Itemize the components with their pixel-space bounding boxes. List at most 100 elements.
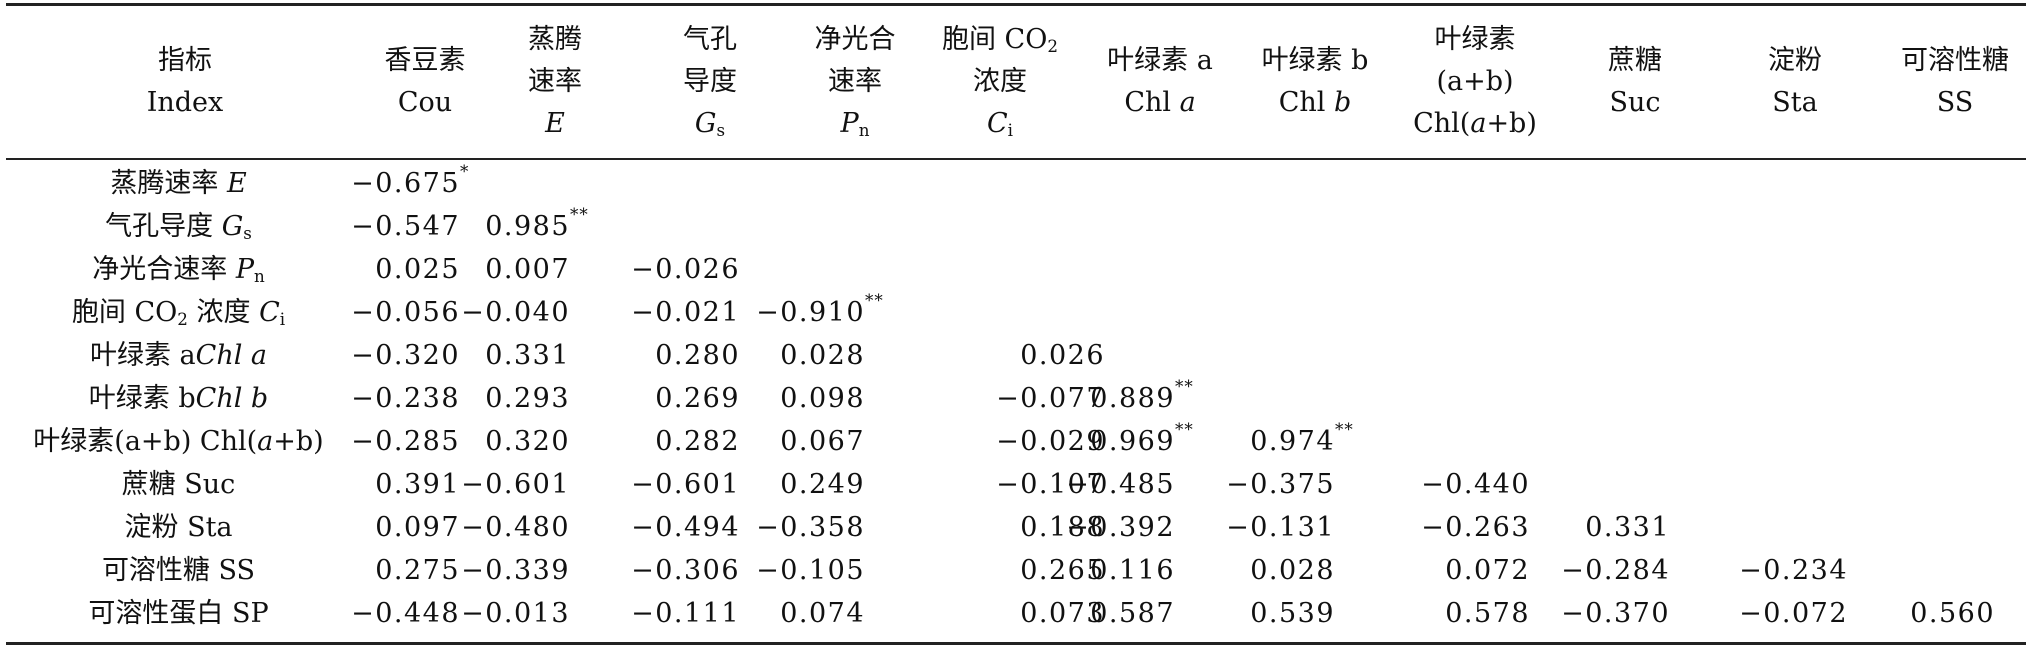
correlation-value: 0.025 [375, 248, 460, 291]
value-number: 0.889 [1090, 383, 1175, 414]
correlation-value: −0.072 [1739, 592, 1848, 635]
header-gs: 气孔 导度 Gs [683, 24, 737, 141]
table-row: 可溶性蛋白 SP −0.448 −0.013 −0.111 0.074 0.073 0.58… [0, 592, 2032, 635]
correlation-value: −0.440 [1421, 463, 1530, 506]
header-pn: 净光合 速率 Pn [814, 24, 896, 141]
correlation-value: −0.284 [1561, 549, 1670, 592]
value-number: 0.293 [485, 383, 570, 414]
row-label-symbol: Chl a [195, 340, 268, 371]
value-number: 0.026 [1020, 340, 1105, 371]
row-label-text: 蔗糖 Suc [121, 469, 236, 500]
bottom-rule [6, 642, 2026, 645]
value-number: 0.265 [1020, 555, 1105, 586]
value-number: 0.320 [485, 426, 570, 457]
value-number: −0.105 [756, 555, 865, 586]
value-number: −0.306 [631, 555, 740, 586]
header-cou: 香豆素 Cou [384, 45, 466, 118]
value-number: −0.675 [351, 168, 460, 199]
correlation-value: 0.539 [1250, 592, 1335, 635]
value-number: 0.578 [1445, 598, 1530, 629]
correlation-value: 0.098 [780, 377, 865, 420]
correlation-value: −0.077 [996, 377, 1105, 420]
correlation-value: −0.040 [461, 291, 570, 334]
value-number: 0.280 [655, 340, 740, 371]
correlation-value: −0.358 [756, 506, 865, 549]
value-number: −0.601 [461, 469, 570, 500]
row-label-text: 叶绿素 b [88, 383, 196, 414]
value-number: 0.539 [1250, 598, 1335, 629]
value-number: −0.485 [1066, 469, 1175, 500]
table-row: 胞间 CO2 浓度 Ci −0.056 −0.040 −0.021 −0.910 ** [0, 290, 2032, 334]
row-label: 气孔导度 Gs [6, 205, 351, 255]
row-label: 叶绿素 aChl a [6, 334, 351, 377]
value-number: −0.392 [1066, 512, 1175, 543]
value-number: −0.448 [351, 598, 460, 629]
correlation-value: −0.675 * [351, 161, 468, 205]
correlation-value: 0.097 [375, 506, 460, 549]
correlation-value: −0.320 [351, 334, 460, 377]
header-ci: 胞间 CO2 浓度 Ci [941, 24, 1059, 141]
value-number: −0.263 [1421, 512, 1530, 543]
correlation-value: 0.073 [1020, 592, 1105, 635]
table-row: 蔗糖 Suc 0.391 −0.601 −0.601 0.249 −0.107 −0.485… [0, 463, 2032, 506]
header-e: 蒸腾 速率 E [528, 24, 582, 139]
row-label-text: 淀粉 Sta [124, 512, 233, 543]
row-label-subscript: 2 [177, 309, 188, 330]
correlation-value: −0.485 [1066, 463, 1175, 506]
correlation-value: −0.306 [631, 549, 740, 592]
table-row: 蒸腾速率 E −0.675 * [0, 161, 2032, 205]
value-number: −0.440 [1421, 469, 1530, 500]
correlation-value: −0.029 [996, 420, 1105, 463]
correlation-value: −0.238 [351, 377, 460, 420]
row-label: 蒸腾速率 E [6, 162, 351, 205]
value-number: −0.040 [461, 297, 570, 328]
value-number: −0.072 [1739, 598, 1848, 629]
header-chla: 叶绿素 a Chl a [1107, 45, 1213, 118]
correlation-value: −0.494 [631, 506, 740, 549]
value-number: 0.391 [375, 469, 460, 500]
value-number: 0.028 [1250, 555, 1335, 586]
row-label: 叶绿素(a+b) Chl(a+b) [6, 420, 351, 463]
value-number: 0.560 [1910, 598, 1995, 629]
row-label-symbol: C [259, 297, 280, 328]
value-number: 0.188 [1020, 512, 1105, 543]
value-number: 0.072 [1445, 555, 1530, 586]
row-label-text: 浓度 [187, 297, 260, 328]
value-number: −0.547 [351, 211, 460, 242]
value-number: 0.097 [375, 512, 460, 543]
row-label-text: 蒸腾速率 [110, 168, 227, 199]
table-row: 净光合速率 Pn 0.025 0.007 −0.026 [0, 248, 2032, 291]
correlation-value: −0.131 [1226, 506, 1335, 549]
correlation-value: −0.263 [1421, 506, 1530, 549]
row-label: 净光合速率 Pn [6, 248, 351, 298]
header-sta: 淀粉 Sta [1768, 45, 1822, 118]
table-row: 叶绿素(a+b) Chl(a+b) −0.285 0.320 0.282 0.067 −0… [0, 419, 2032, 463]
value-number: 0.116 [1090, 555, 1175, 586]
correlation-value: 0.391 [375, 463, 460, 506]
correlation-value: 0.074 [780, 592, 865, 635]
correlation-value: 0.578 [1445, 592, 1530, 635]
correlation-value: 0.282 [655, 420, 740, 463]
header-chlb: 叶绿素 b Chl b [1261, 45, 1369, 118]
correlation-value: −0.370 [1561, 592, 1670, 635]
correlation-value: −0.910 ** [756, 290, 883, 334]
correlation-value: 0.560 [1910, 592, 1995, 635]
value-number: −0.107 [996, 469, 1105, 500]
significance-mark: ** [1175, 376, 1194, 396]
value-number: −0.358 [756, 512, 865, 543]
value-number: 0.249 [780, 469, 865, 500]
table-row: 可溶性糖 SS 0.275 −0.339 −0.306 −0.105 0.265 0.116… [0, 549, 2032, 592]
header-ss: 可溶性糖 SS [1901, 45, 2009, 118]
value-number: 0.974 [1250, 426, 1335, 457]
table-row: 叶绿素 aChl a −0.320 0.331 0.280 0.028 0.026 [0, 334, 2032, 377]
correlation-value: −0.547 [351, 205, 460, 248]
correlation-value: −0.026 [631, 248, 740, 291]
correlation-value: 0.067 [780, 420, 865, 463]
value-number: −0.056 [351, 297, 460, 328]
value-number: −0.910 [756, 297, 865, 328]
row-label-subscript: i [279, 309, 286, 330]
row-label-symbol: E [226, 168, 247, 199]
value-number: −0.111 [631, 598, 740, 629]
value-number: 0.028 [780, 340, 865, 371]
value-number: 0.587 [1090, 598, 1175, 629]
